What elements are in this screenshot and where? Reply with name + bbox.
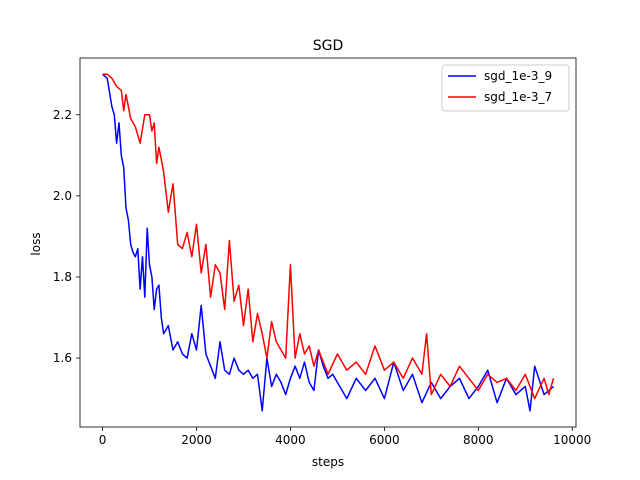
y-tick-label: 1.6 [53, 351, 72, 365]
x-tick-label: 2000 [181, 433, 212, 447]
y-tick-label: 1.8 [53, 270, 72, 284]
plot-area [102, 73, 555, 412]
series-line-1 [102, 73, 555, 400]
plot-frame [79, 57, 577, 428]
axes: 0 2000 4000 6000 8000 10000 1.6 1.8 2.0 2.2 [53, 57, 591, 447]
x-tick-label: 10000 [553, 433, 591, 447]
x-tick-label: 0 [99, 433, 107, 447]
series-line-0 [102, 73, 554, 412]
y-tick-label: 2.0 [53, 189, 72, 203]
legend-label-1: sgd_1e-3_7 [484, 90, 552, 104]
legend-label-0: sgd_1e-3_9 [484, 69, 552, 83]
legend: sgd_1e-3_9 sgd_1e-3_7 [441, 64, 570, 112]
y-tick-label: 2.2 [53, 108, 72, 122]
x-tick-label: 8000 [463, 433, 494, 447]
x-tick-label: 6000 [369, 433, 400, 447]
chart-title: SGD [313, 38, 344, 54]
y-axis-label: loss [29, 232, 43, 255]
x-axis-label: steps [312, 455, 344, 469]
x-tick-label: 4000 [275, 433, 306, 447]
